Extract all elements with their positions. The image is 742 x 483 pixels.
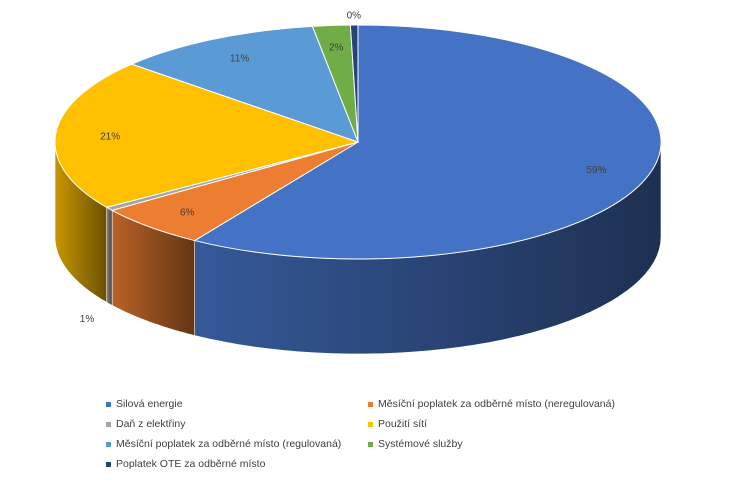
legend-swatch [106,461,111,467]
pie-slice [54,63,360,208]
legend-swatch [106,421,111,427]
legend-swatch [368,421,373,427]
pie-top [54,24,662,260]
legend-label: Poplatek OTE za odběrné místo [116,458,266,470]
legend-swatch [368,441,373,447]
pie-slice [193,24,662,260]
legend-label: Měsíční poplatek za odběrné místo (nereg… [378,398,615,410]
pie-data-label: 6% [180,208,195,219]
pie-data-label: 21% [100,132,120,143]
legend-label: Měsíční poplatek za odběrné místo (regul… [116,438,342,450]
pie-data-label: 0% [347,11,362,22]
pie-slice [130,25,359,143]
legend-label: Daň z elektřiny [116,418,186,430]
legend-item: Silová energie [106,398,368,410]
legend-item: Systémové služby [368,438,666,450]
legend-label: Silová energie [116,398,183,410]
pie-side-walls [54,141,662,355]
legend-swatch [106,441,111,447]
legend-item: Poplatek OTE za odběrné místo [106,458,368,470]
pie-data-label: 1% [80,314,95,325]
legend-label: Systémové služby [378,438,463,450]
legend-item: Daň z elektřiny [106,418,368,430]
legend-swatch [368,401,373,407]
chart-legend: Silová energie Měsíční poplatek za odběr… [106,398,666,470]
legend-item: Měsíční poplatek za odběrné místo (regul… [106,438,368,450]
pie-data-label: 2% [329,42,344,53]
legend-item: Použití sítí [368,418,666,430]
legend-label: Použití sítí [378,418,428,430]
legend-swatch [106,401,111,407]
pie-data-label: 59% [586,165,606,176]
legend-item: Měsíční poplatek za odběrné místo (nereg… [368,398,666,410]
pie-data-label: 11% [230,54,249,65]
pie-data-labels: 59% 6% 1% 21% 11% 2% 0% [80,11,607,325]
pie-slice [349,24,359,143]
pie-slice-side [106,206,113,306]
